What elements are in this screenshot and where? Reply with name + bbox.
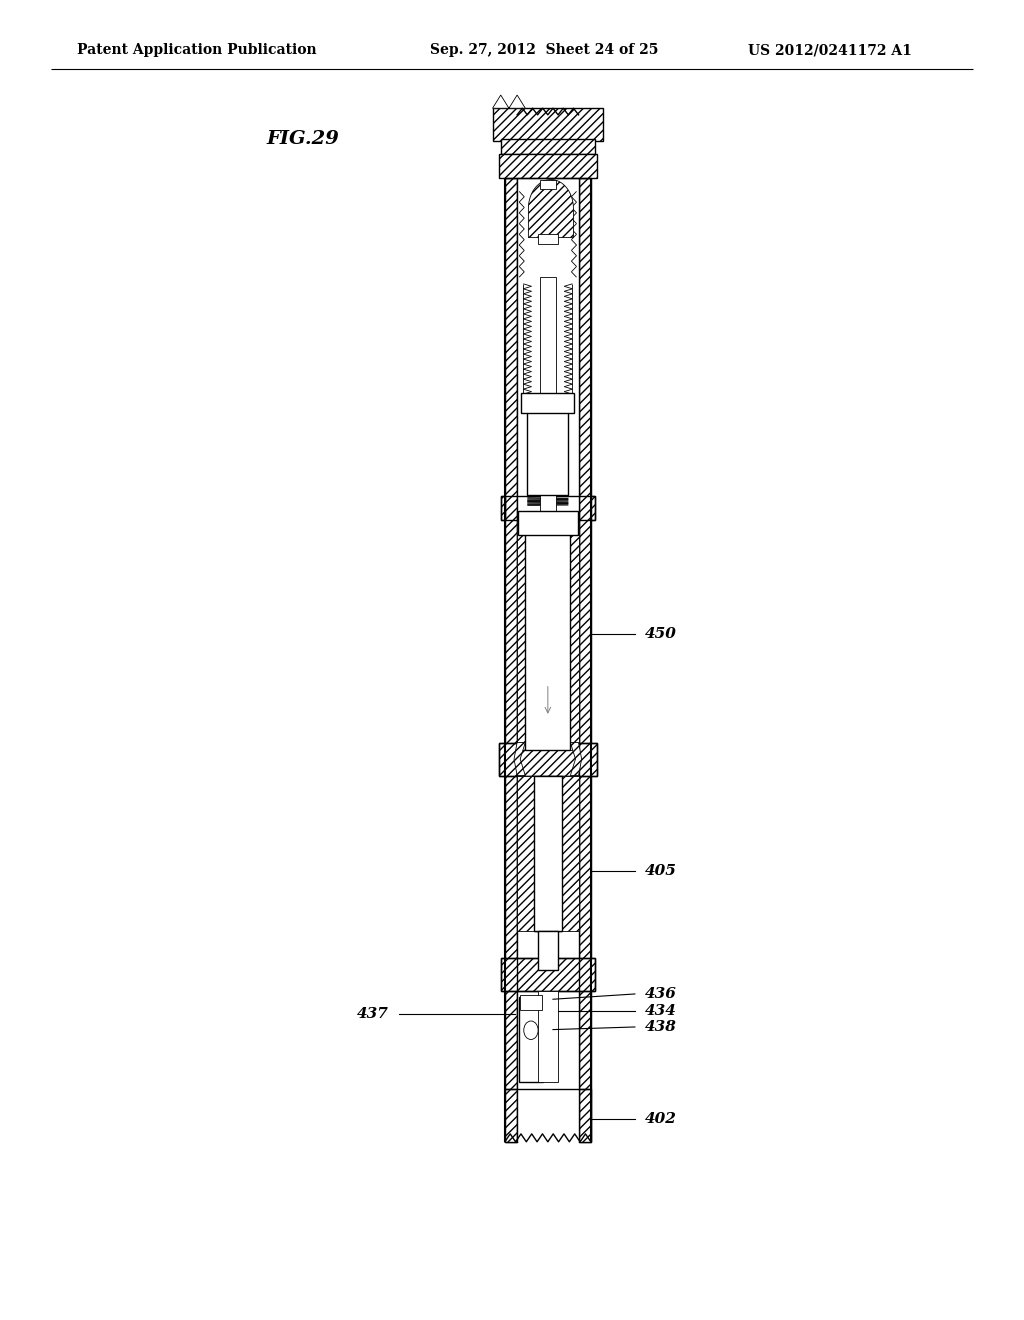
Bar <box>579 1089 591 1142</box>
Bar <box>518 511 578 535</box>
Bar <box>520 995 542 1011</box>
Polygon shape <box>517 776 534 931</box>
Bar <box>534 776 562 931</box>
Bar <box>527 403 568 495</box>
Polygon shape <box>514 742 525 776</box>
Polygon shape <box>570 742 582 776</box>
Bar <box>517 178 579 1142</box>
Bar <box>538 931 558 970</box>
Polygon shape <box>528 180 573 238</box>
Bar <box>579 178 591 1142</box>
Polygon shape <box>501 496 505 520</box>
Bar <box>540 180 556 189</box>
Bar <box>525 521 570 750</box>
Text: 402: 402 <box>645 1113 677 1126</box>
Bar <box>499 742 597 776</box>
Bar <box>499 154 597 178</box>
Text: 434: 434 <box>645 1005 677 1018</box>
Polygon shape <box>517 521 525 750</box>
Text: 405: 405 <box>645 865 677 878</box>
Text: 450: 450 <box>645 627 677 640</box>
Bar <box>538 234 558 244</box>
Text: 438: 438 <box>645 1020 677 1034</box>
Bar <box>538 990 558 1082</box>
Bar <box>501 958 595 990</box>
Bar <box>540 277 556 541</box>
Polygon shape <box>562 776 579 931</box>
Text: 437: 437 <box>357 1007 389 1020</box>
Bar <box>517 1089 579 1142</box>
Text: US 2012/0241172 A1: US 2012/0241172 A1 <box>748 44 911 57</box>
Bar <box>493 108 603 141</box>
Text: Sep. 27, 2012  Sheet 24 of 25: Sep. 27, 2012 Sheet 24 of 25 <box>430 44 658 57</box>
Text: Patent Application Publication: Patent Application Publication <box>77 44 316 57</box>
Bar <box>505 1089 517 1142</box>
Text: FIG.29: FIG.29 <box>266 129 339 148</box>
Polygon shape <box>591 496 595 520</box>
Bar <box>519 998 543 1082</box>
Bar <box>505 178 517 1142</box>
Polygon shape <box>493 95 525 108</box>
Bar <box>501 139 595 154</box>
Polygon shape <box>570 521 579 750</box>
Bar <box>521 393 574 413</box>
Circle shape <box>523 1022 539 1040</box>
Text: 436: 436 <box>645 987 677 1001</box>
